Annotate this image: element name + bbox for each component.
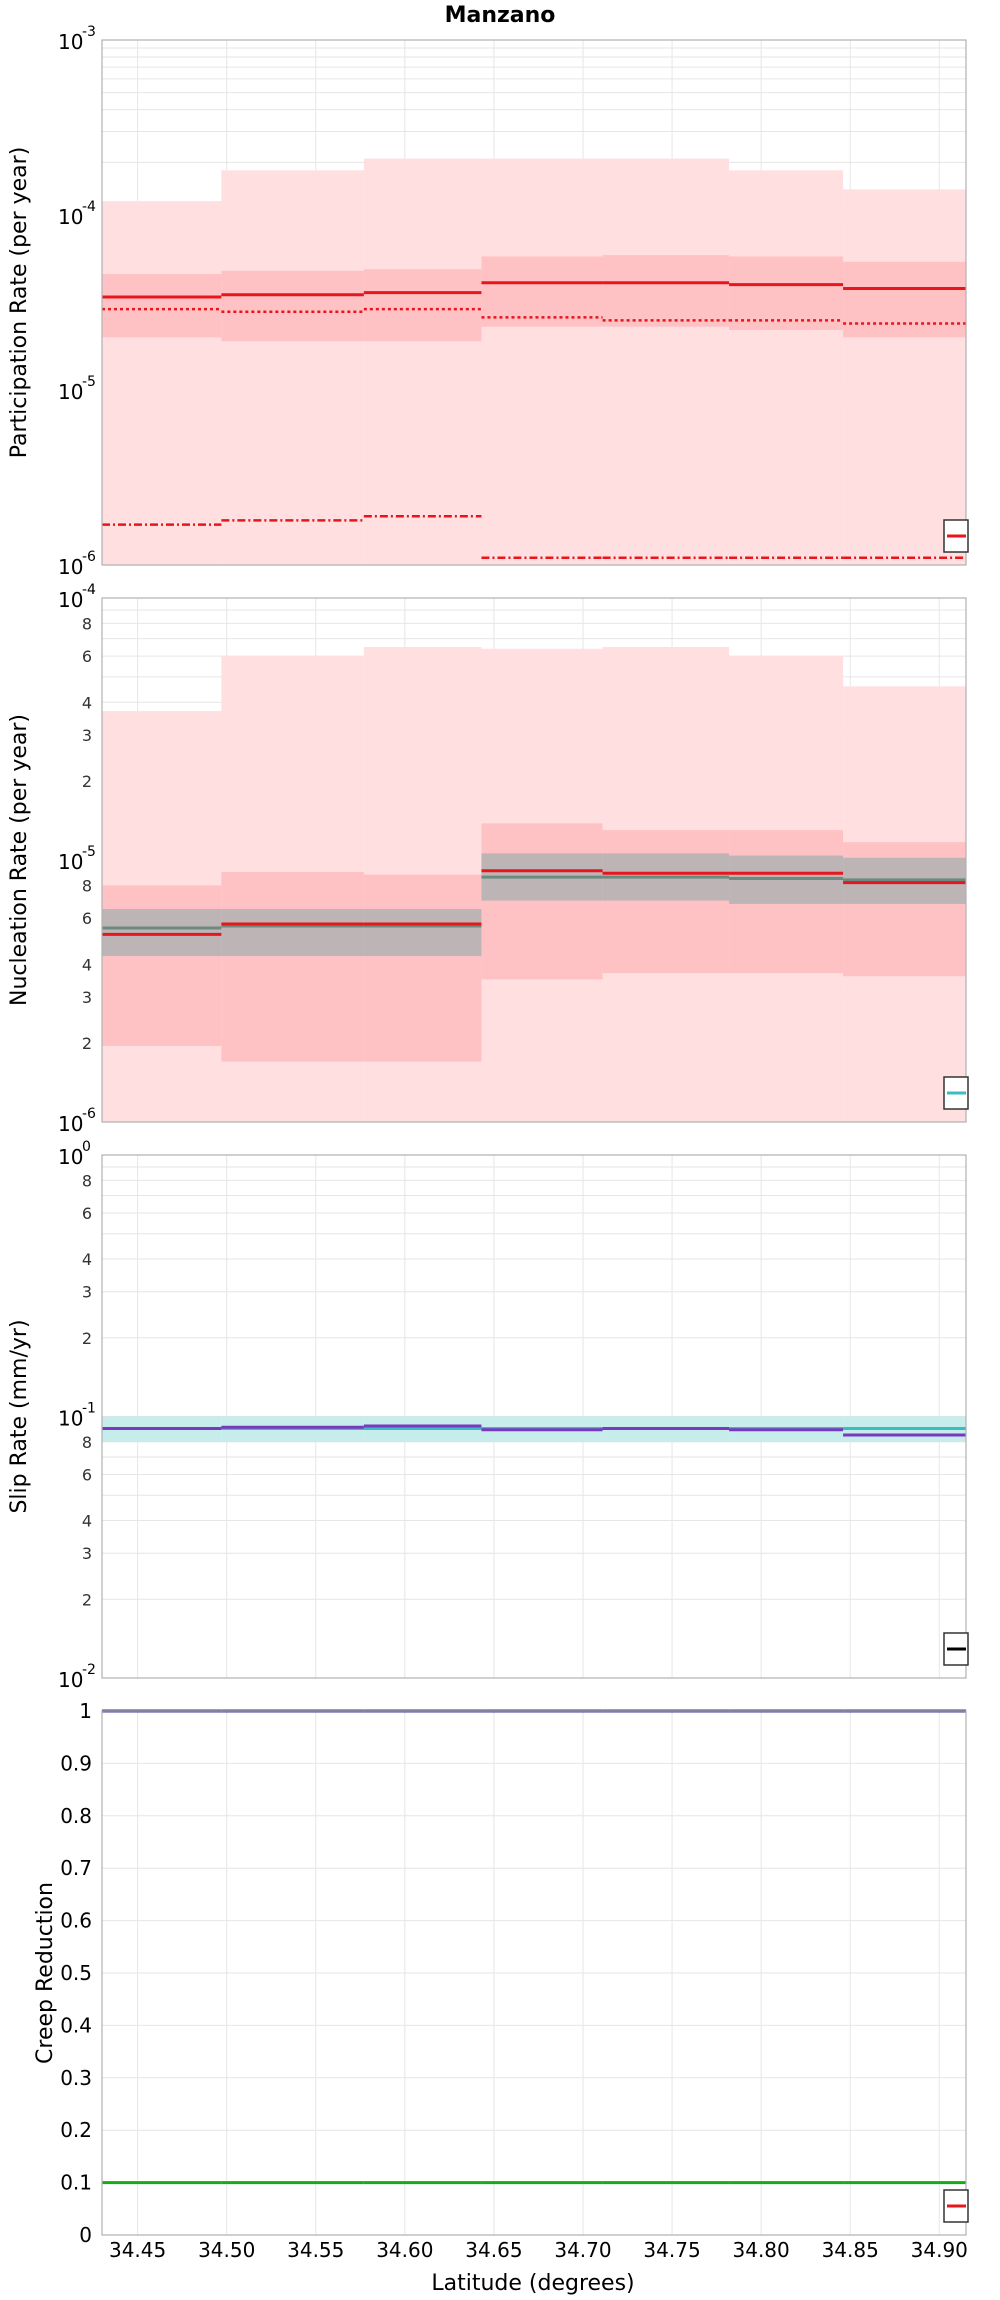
y-tick-label: 10 [58, 1668, 83, 1692]
band-2-bin-5 [602, 255, 730, 327]
band-2-bin-3 [363, 874, 482, 1062]
y-minor-tick-label: 2 [82, 1590, 92, 1609]
plot-frame [101, 1710, 967, 2236]
y-minor-tick-label: 6 [82, 1204, 92, 1223]
chart-title: Manzano [445, 3, 556, 28]
y-tick-label: 0.6 [60, 1909, 92, 1933]
y-tick-label: 1 [79, 1699, 92, 1723]
band-1-bin-6 [729, 170, 844, 565]
y-tick-exponent: -3 [82, 24, 96, 40]
band-2-bin-4 [481, 256, 603, 327]
y-minor-tick-label: 4 [82, 1512, 92, 1531]
y-minor-tick-label: 6 [82, 1466, 92, 1485]
y-minor-tick-label: 8 [82, 1433, 92, 1452]
y-tick-label: 0 [79, 2223, 92, 2247]
y-tick-label: 10 [58, 1145, 83, 1169]
y-tick-label: 10 [58, 1407, 83, 1431]
y-tick-label: 0.2 [60, 2118, 92, 2142]
y-tick-exponent: -6 [82, 549, 96, 565]
band-1-bin-7 [843, 189, 966, 565]
y-tick-label: 0.7 [60, 1856, 92, 1880]
y-minor-tick-label: 4 [82, 1250, 92, 1269]
band-2-bin-3 [363, 269, 482, 342]
y-tick-exponent: -4 [82, 199, 96, 215]
y-tick-label: 0.3 [60, 2066, 92, 2090]
y-tick-label: 0.1 [60, 2171, 92, 2195]
band-2-bin-6 [729, 256, 844, 331]
y-minor-tick-label: 8 [82, 614, 92, 633]
plot-frame [101, 1154, 967, 1679]
x-axis-label: Latitude (degrees) [431, 2271, 634, 2296]
x-tick-label: 34.45 [109, 2238, 166, 2262]
plot-frame [101, 39, 967, 566]
panel-4: 0 0.1 0.2 0.3 0.4 0.5 0.6 0.7 0.8 0.9 1 Creep Reduc… [33, 1699, 969, 2247]
y-minor-tick-label: 6 [82, 909, 92, 928]
band-2-bin-2 [221, 270, 364, 342]
y-minor-tick-label: 8 [82, 1171, 92, 1190]
band-1-bin-3 [363, 158, 482, 565]
y-minor-tick-label: 3 [82, 1544, 92, 1563]
y-axis-label: Nucleation Rate (per year) [7, 714, 32, 1006]
x-tick-label: 34.85 [822, 2238, 879, 2262]
x-tick-label: 34.70 [554, 2238, 611, 2262]
y-tick-label: 10 [58, 1112, 83, 1136]
y-tick-exponent: 0 [82, 1139, 91, 1155]
y-tick-label: 10 [58, 380, 83, 404]
band-1-bin-2 [221, 170, 364, 565]
y-minor-tick-label: 2 [82, 1329, 92, 1348]
band-3-bin-3 [363, 909, 482, 957]
x-tick-label: 34.50 [198, 2238, 255, 2262]
y-tick-exponent: -4 [82, 582, 96, 598]
y-tick-label: 0.4 [60, 2013, 92, 2037]
x-tick-label: 34.55 [287, 2238, 344, 2262]
band-1-bin-1 [102, 201, 222, 565]
y-minor-tick-label: 6 [82, 647, 92, 666]
x-tick-label: 34.75 [643, 2238, 700, 2262]
y-tick-label: 10 [58, 588, 83, 612]
band-1-bin-4 [481, 158, 603, 565]
x-tick-label: 34.80 [733, 2238, 790, 2262]
y-tick-exponent: -2 [82, 1662, 96, 1678]
y-tick-label: 10 [58, 850, 83, 874]
y-tick-label: 10 [58, 555, 83, 579]
y-tick-exponent: -5 [82, 374, 96, 390]
y-tick-label: 0.9 [60, 1751, 92, 1775]
x-tick-label: 34.90 [911, 2238, 968, 2262]
y-minor-tick-label: 2 [82, 772, 92, 791]
y-minor-tick-label: 3 [82, 988, 92, 1007]
y-tick-exponent: -1 [82, 1401, 96, 1417]
y-tick-label: 10 [58, 30, 83, 54]
band-2-bin-1 [102, 274, 222, 338]
y-tick-label: 0.5 [60, 1961, 92, 1985]
band-1-bin-5 [602, 158, 730, 565]
band-3-bin-2 [221, 909, 364, 957]
y-tick-label: 0.8 [60, 1804, 92, 1828]
y-minor-tick-label: 8 [82, 876, 92, 895]
y-axis-label: Creep Reduction [33, 1882, 58, 2064]
y-minor-tick-label: 3 [82, 1283, 92, 1302]
y-tick-label: 10 [58, 205, 83, 229]
x-tick-label: 34.65 [465, 2238, 522, 2262]
x-tick-label: 34.60 [376, 2238, 433, 2262]
plot-frame [101, 597, 967, 1123]
band-2-bin-2 [221, 871, 364, 1062]
y-tick-exponent: -6 [82, 1106, 96, 1122]
y-axis-label: Slip Rate (mm/yr) [7, 1319, 32, 1513]
band-2-bin-4 [481, 823, 603, 980]
y-minor-tick-label: 3 [82, 726, 92, 745]
y-minor-tick-label: 4 [82, 955, 92, 974]
band-2-bin-5 [602, 830, 730, 974]
y-minor-tick-label: 2 [82, 1034, 92, 1053]
band-3-bin-1 [102, 909, 222, 957]
band-2-bin-7 [843, 261, 966, 338]
y-minor-tick-label: 4 [82, 693, 92, 712]
y-tick-exponent: -5 [82, 844, 96, 860]
y-axis-label: Participation Rate (per year) [7, 147, 32, 459]
